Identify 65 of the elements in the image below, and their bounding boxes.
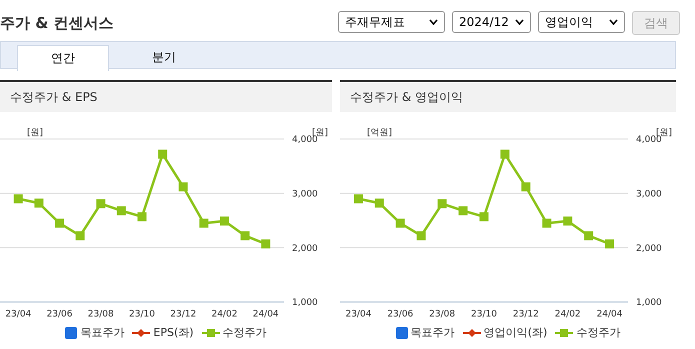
x-tick-label: 23/06: [387, 309, 414, 320]
point: [374, 198, 384, 208]
point: [605, 239, 614, 248]
point: [178, 182, 188, 192]
x-tick-label: 23/08: [429, 309, 456, 320]
x-tick-label: 23/08: [88, 309, 114, 320]
text: 분기: [151, 49, 177, 66]
y2-tick-label: 2,000: [636, 244, 662, 254]
x-tick-label: 23/10: [129, 309, 156, 320]
x-tick-label: 23/12: [512, 309, 539, 320]
legend-label: 수정주가: [575, 325, 620, 340]
point: [500, 150, 510, 159]
x-tick-label: 24/04: [596, 309, 623, 320]
legend-label: 목표주가: [410, 325, 455, 340]
point: [354, 194, 363, 204]
point: [480, 212, 488, 222]
point: [34, 198, 44, 208]
point: [521, 182, 530, 192]
y-axis-title: [억원]: [367, 127, 392, 139]
text: 2024/12: [459, 15, 509, 29]
point: [158, 150, 168, 159]
legend-label: 영업이익(좌): [482, 325, 548, 340]
y2-tick-label: 2,000: [292, 244, 318, 254]
x-tick-label: 24/02: [554, 309, 581, 320]
y2-tick-label: 3,000: [636, 190, 662, 200]
x-tick-label: 23/04: [345, 309, 372, 320]
y2-tick-label: 1,000: [636, 298, 662, 308]
point: [416, 231, 426, 240]
text: 영업이익: [545, 14, 593, 30]
x-tick-label: 24/02: [211, 309, 238, 320]
text: 주재무제표: [345, 14, 405, 30]
point: [14, 194, 23, 204]
y2-tick-label: 4,000: [636, 135, 662, 146]
chart-title: 수정주가 & EPS: [0, 80, 332, 112]
x-tick-label: 23/04: [5, 309, 32, 320]
legend-label: 목표주가: [79, 325, 124, 340]
point: [116, 206, 126, 216]
text: 검색: [632, 11, 680, 35]
point: [458, 206, 468, 216]
point: [76, 231, 85, 240]
x-tick-label: 23/10: [471, 309, 498, 320]
point: [199, 218, 208, 228]
x-tick-label: 23/06: [46, 309, 73, 320]
y2-tick-label: 1,000: [292, 298, 318, 308]
text: 주가 & 컨센서스: [0, 14, 114, 33]
legend-label: EPS(좌): [152, 325, 194, 340]
point: [55, 218, 64, 228]
x-tick-label: 24/04: [252, 309, 279, 320]
y2-tick-label: 4,000: [292, 135, 318, 146]
point: [261, 239, 270, 248]
point: [220, 216, 229, 226]
point: [438, 199, 447, 208]
chart-title: 수정주가 & 영업이익: [340, 80, 676, 112]
point: [240, 231, 250, 240]
point: [563, 216, 572, 226]
y2-tick-label: 3,000: [292, 190, 318, 200]
x-tick-label: 23/12: [170, 309, 196, 320]
legend-label: 수정주가: [222, 325, 267, 340]
text: 연간: [17, 45, 109, 71]
point: [396, 218, 405, 228]
point: [138, 212, 146, 222]
y-axis-title: [원]: [27, 127, 44, 139]
point: [542, 218, 552, 228]
point: [584, 231, 594, 240]
point: [96, 199, 106, 208]
